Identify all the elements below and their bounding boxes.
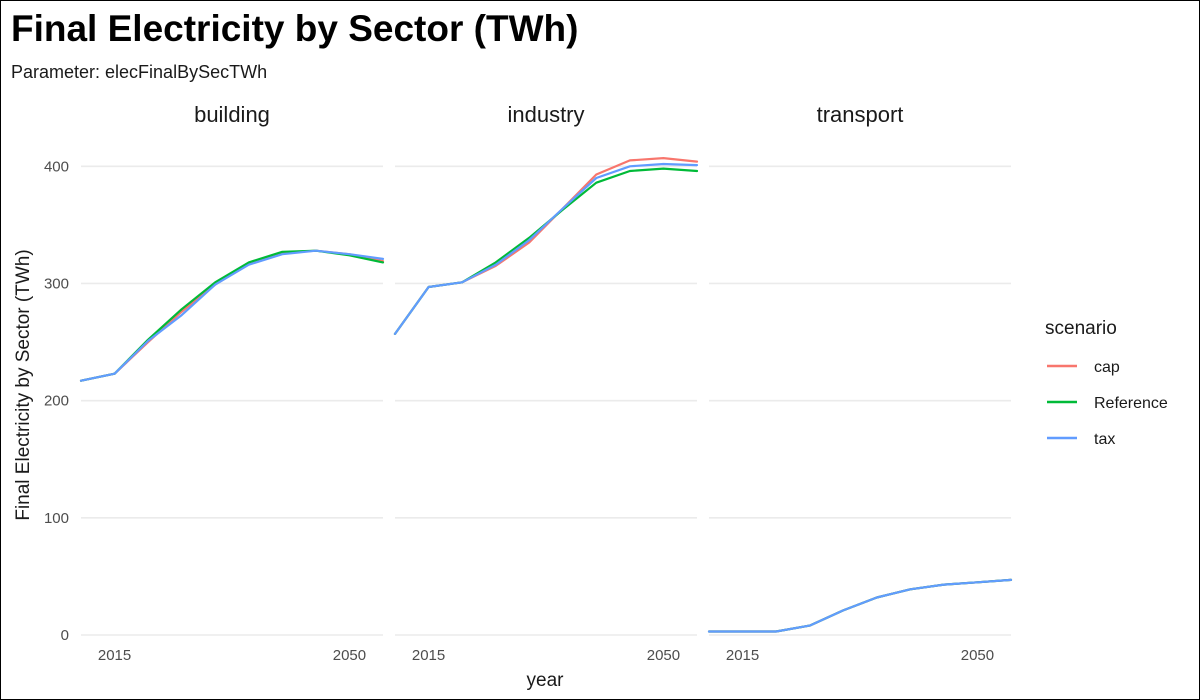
series-line-tax-building [79, 249, 385, 382]
facet-strip-label: transport [817, 102, 904, 127]
legend-label-cap: cap [1094, 359, 1120, 376]
legend-label-reference: Reference [1094, 395, 1168, 412]
facet-panel-building: building 2015 2050 [79, 102, 385, 664]
series-line-reference-transport [707, 578, 1013, 633]
x-tick-label: 2015 [412, 647, 445, 664]
facet-strip-label: building [194, 102, 270, 127]
y-tick-label: 100 [44, 510, 69, 527]
chart-subtitle: Parameter: elecFinalBySecTWh [11, 62, 267, 82]
x-tick-label: 2050 [961, 647, 994, 664]
series-line-reference-industry [393, 167, 699, 335]
legend-label-tax: tax [1094, 431, 1115, 448]
legend-title: scenario [1045, 318, 1117, 339]
series-line-tax-industry [393, 162, 699, 335]
facet-panel-industry: industry 2015 2050 [393, 102, 699, 664]
facet-strip-label: industry [507, 102, 584, 127]
series-line-tax-transport [707, 578, 1013, 633]
y-axis-label: Final Electricity by Sector (TWh) [13, 249, 34, 520]
series-line-cap-industry [393, 157, 699, 335]
y-axis-ticks: 0 100 200 300 400 [44, 158, 69, 644]
x-tick-label: 2015 [726, 647, 759, 664]
chart-title: Final Electricity by Sector (TWh) [11, 8, 578, 49]
y-tick-label: 300 [44, 275, 69, 292]
series-line-cap-transport [707, 578, 1013, 633]
y-tick-label: 200 [44, 393, 69, 410]
x-axis-label: year [527, 670, 565, 691]
x-tick-label: 2050 [333, 647, 366, 664]
y-tick-label: 0 [61, 627, 69, 644]
legend: scenario cap Reference tax [1045, 318, 1168, 448]
x-tick-label: 2050 [647, 647, 680, 664]
x-tick-label: 2015 [98, 647, 131, 664]
facet-panel-transport: transport 2015 2050 [707, 102, 1013, 664]
y-tick-label: 400 [44, 158, 69, 175]
